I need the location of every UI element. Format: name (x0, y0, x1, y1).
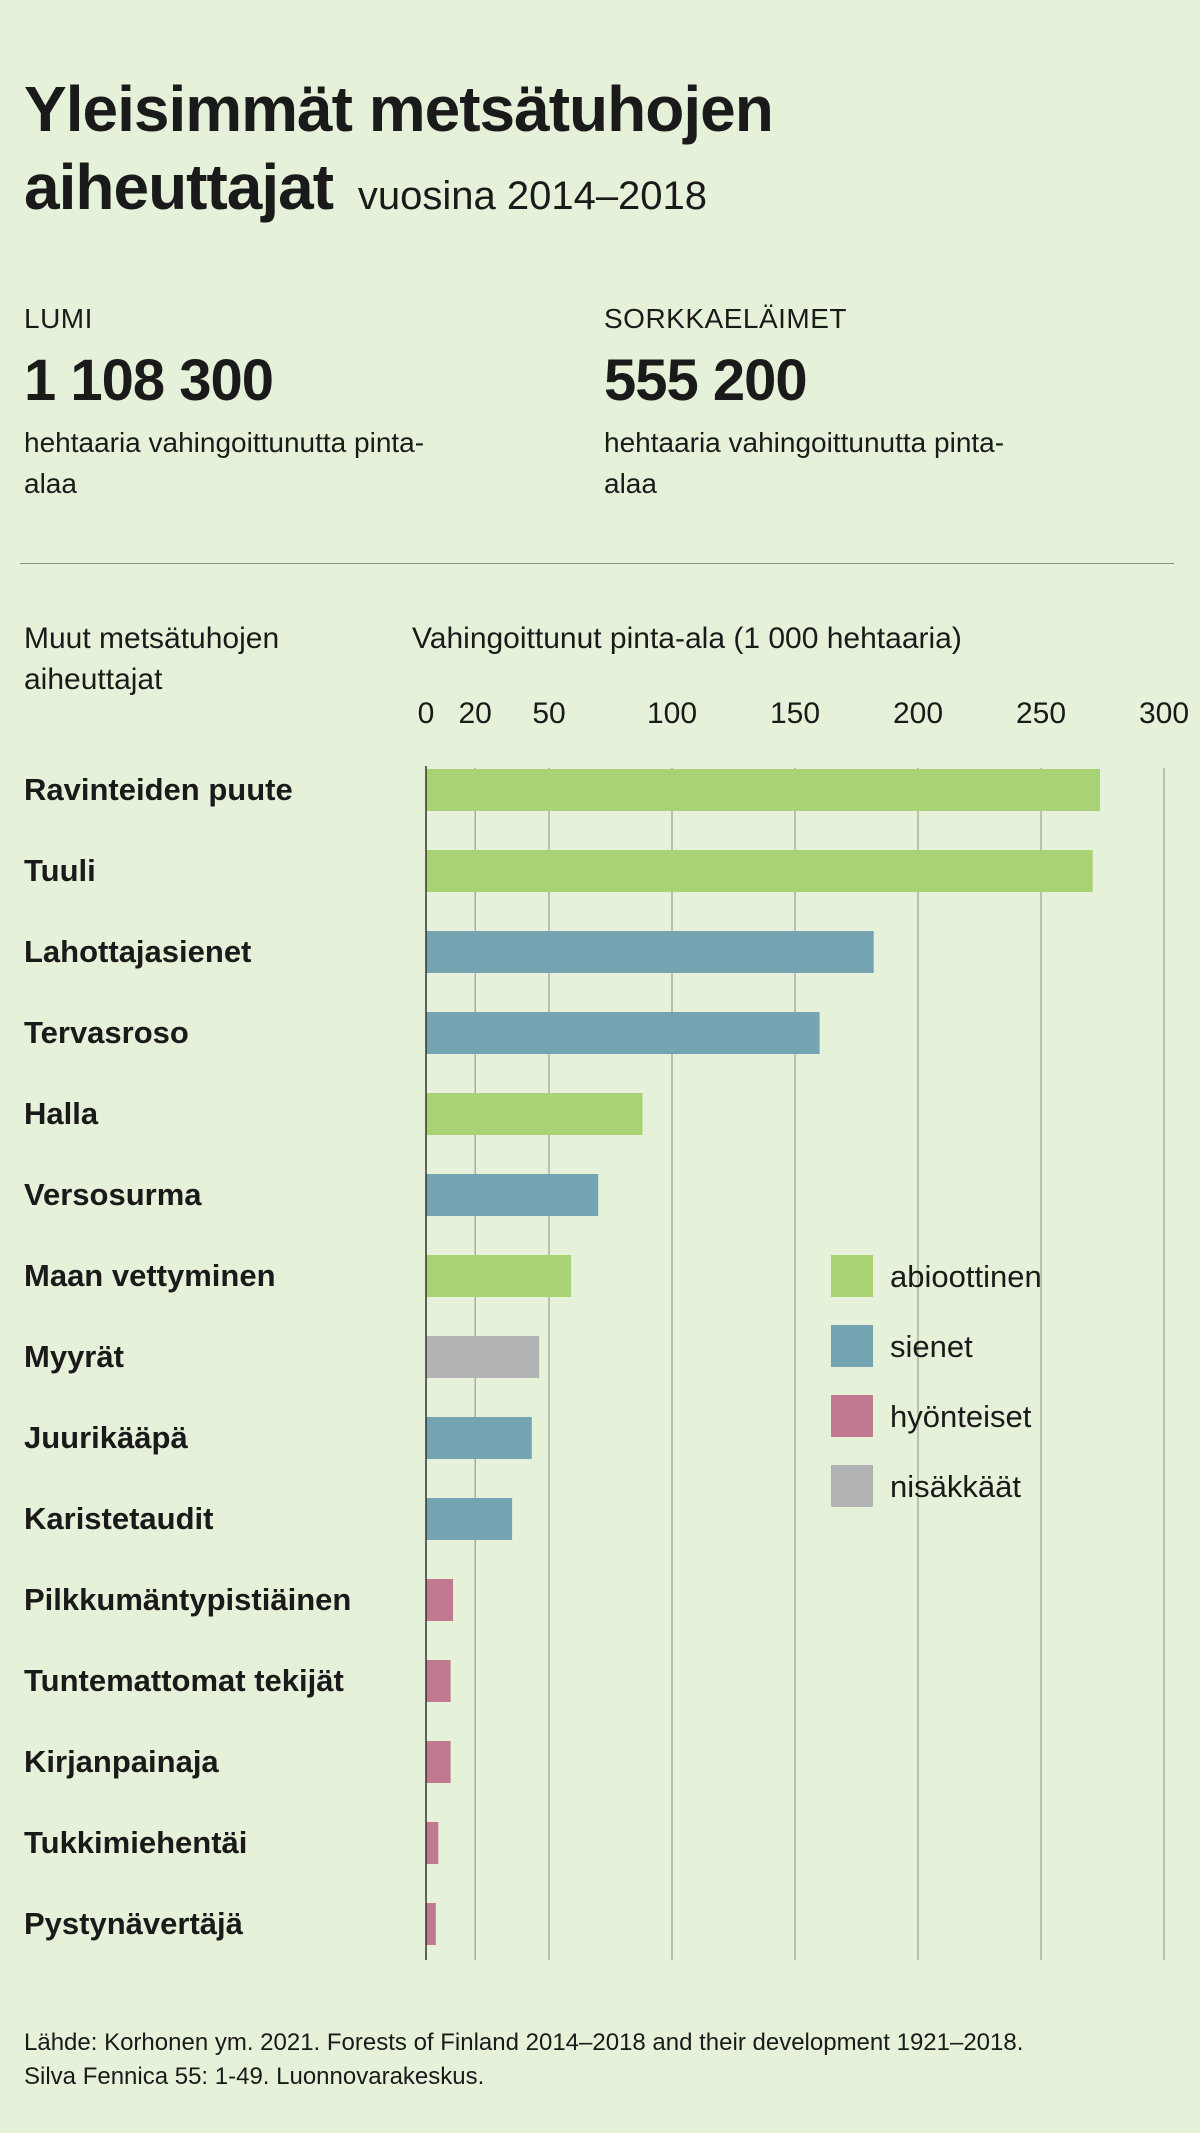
category-label: Tuntemattomat tekijät (24, 1663, 344, 1698)
x-tick-label: 0 (418, 697, 435, 730)
legend-label: hyönteiset (890, 1399, 1032, 1434)
bar (426, 1093, 643, 1135)
bar (426, 1822, 439, 1864)
category-label: Juurikääpä (24, 1420, 188, 1455)
stat-lumi: LUMI 1 108 300 hehtaaria vahingoittunutt… (24, 302, 524, 504)
x-tick-label: 250 (1016, 697, 1066, 730)
legend-swatch (831, 1255, 873, 1297)
bar (426, 1417, 532, 1459)
stat-value: 555 200 (604, 348, 808, 413)
section-label: Muut metsätuhojen aiheuttajat (24, 622, 280, 696)
stat-label: SORKKAELÄIMET (604, 303, 848, 334)
legend-label: nisäkkäät (890, 1469, 1021, 1504)
chart-title: Yleisimmät metsätuhojen aiheuttajat vuos… (24, 70, 1174, 235)
title-line-2: aiheuttajat (24, 151, 334, 223)
bar (426, 850, 1093, 892)
category-label: Kirjanpainaja (24, 1744, 219, 1779)
chart-subtitle: vuosina 2014–2018 (357, 174, 708, 218)
category-label: Halla (24, 1096, 99, 1131)
legend-swatch (831, 1325, 873, 1367)
category-label: Tervasroso (24, 1015, 189, 1050)
bar (426, 1336, 540, 1378)
category-label: Myyrät (24, 1339, 124, 1374)
bar (426, 1903, 436, 1945)
category-label: Tuuli (24, 853, 96, 888)
bar (426, 1255, 572, 1297)
x-tick-label: 200 (893, 697, 943, 730)
category-label: Pystynävertäjä (24, 1906, 244, 1941)
legend-label: sienet (890, 1329, 973, 1364)
stat-value: 1 108 300 (24, 348, 274, 413)
bar (426, 1660, 451, 1702)
bar (426, 769, 1101, 811)
x-tick-label: 150 (770, 697, 820, 730)
stat-description: hehtaaria vahingoittunutta pinta-alaa (24, 427, 425, 499)
bar (426, 1579, 454, 1621)
x-axis-title: Vahingoittunut pinta-ala (1 000 hehtaari… (412, 622, 962, 655)
stat-label: LUMI (24, 303, 93, 334)
source-line-1: Lähde: Korhonen ym. 2021. Forests of Fin… (24, 2029, 1024, 2056)
bar (426, 1498, 513, 1540)
legend-label: abioottinen (890, 1259, 1042, 1294)
category-label: Ravinteiden puute (24, 772, 293, 807)
stat-description: hehtaaria vahingoittunutta pinta-alaa (604, 427, 1005, 499)
bar (426, 931, 874, 973)
legend-swatch (831, 1465, 873, 1507)
source-note: Lähde: Korhonen ym. 2021. Forests of Fin… (24, 2026, 1174, 2094)
x-tick-label: 50 (532, 697, 565, 730)
x-tick-label: 100 (647, 697, 697, 730)
x-tick-label: 20 (459, 697, 492, 730)
bar-chart: 0 20 50 100 150 200 250 300 Ravinteiden puute Tuu… (24, 697, 1189, 1960)
legend-swatch (831, 1395, 873, 1437)
category-label: Pilkkumäntypistiäinen (24, 1582, 351, 1617)
bar (426, 1741, 451, 1783)
category-label: Versosurma (24, 1177, 202, 1212)
x-tick-label: 300 (1139, 697, 1189, 730)
stat-sorkkaelaimet: SORKKAELÄIMET 555 200 hehtaaria vahingoi… (604, 302, 1104, 504)
category-label: Maan vettyminen (24, 1258, 276, 1293)
bar (426, 1012, 820, 1054)
section-divider (20, 563, 1174, 564)
bar (426, 1174, 599, 1216)
category-label: Lahottajasienet (24, 934, 251, 969)
source-line-2: Silva Fennica 55: 1-49. Luonnovarakeskus… (24, 2063, 485, 2090)
category-label: Tukkimiehentäi (24, 1825, 247, 1860)
title-line-1: Yleisimmät metsätuhojen (24, 73, 774, 145)
category-label: Karistetaudit (24, 1501, 213, 1536)
